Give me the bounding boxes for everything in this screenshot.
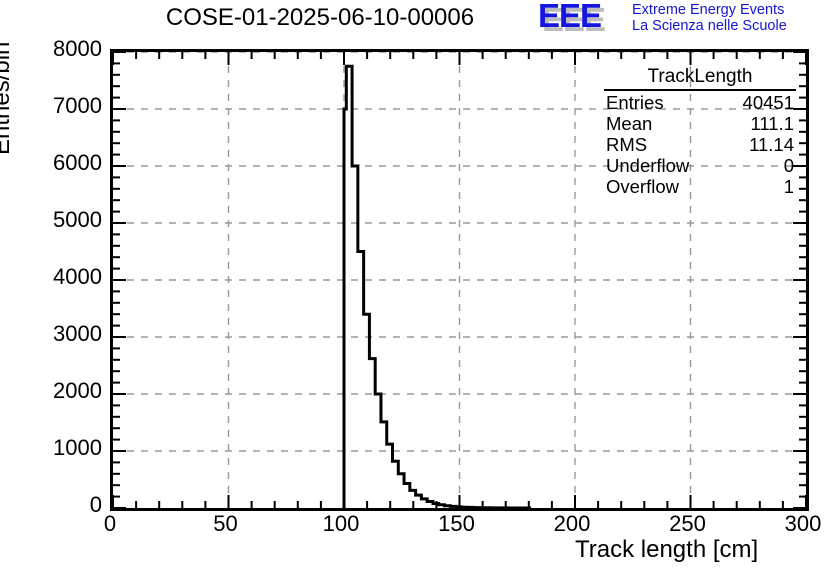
stats-row: Entries 40451 (604, 92, 796, 113)
stats-row-value: 11.14 (749, 134, 794, 155)
axis-ticks (113, 52, 806, 508)
stats-box-title: TrackLength (604, 66, 796, 91)
eee-logo: EEE EEE Extreme Energy Events La Scienza… (538, 0, 787, 38)
histogram-svg (113, 52, 806, 508)
y-tick-label: 5000 (53, 207, 102, 232)
page-title: COSE-01-2025-06-10-00006 (165, 4, 475, 31)
x-tick-label: 250 (669, 511, 706, 536)
y-tick-label: 3000 (53, 321, 102, 346)
x-tick-label: 0 (103, 511, 117, 536)
y-tick-label: 2000 (53, 378, 102, 403)
stats-row-key: Overflow (606, 176, 679, 197)
stats-row: RMS 11.14 (604, 134, 796, 155)
histogram-curve (342, 64, 532, 508)
stats-row-key: Entries (606, 92, 664, 113)
stats-row: Overflow 1 (604, 176, 796, 197)
stats-box-rows: Entries 40451 Mean 111.1 RMS 11.14 Underflow 0 O… (604, 92, 796, 197)
eee-logo-line2: La Scienza nelle Scuole (632, 18, 787, 34)
y-tick-label: 4000 (53, 264, 102, 289)
eee-logo-letters: EEE EEE (538, 0, 626, 38)
stats-row-value: 1 (783, 176, 794, 197)
x-axis-title: Track length [cm] (575, 536, 759, 563)
eee-logo-line1: Extreme Energy Events (632, 2, 785, 18)
stats-row: Mean 111.1 (604, 113, 796, 134)
eee-logo-letters-shadow: EEE (542, 1, 606, 38)
x-tick-label: 50 (213, 511, 238, 536)
stats-row-value: 0 (783, 155, 794, 176)
y-tick-label: 6000 (53, 150, 102, 175)
stats-row: Underflow 0 (604, 155, 796, 176)
y-tick-label: 1000 (53, 435, 102, 460)
x-tick-label: 150 (438, 511, 475, 536)
x-tick-label: 300 (784, 511, 822, 536)
y-tick-label: 0 (89, 492, 102, 517)
stats-row-key: Mean (606, 113, 653, 134)
stats-row-value: 111.1 (750, 113, 794, 134)
stats-row-key: RMS (606, 134, 648, 155)
eee-logo-letters-front: EEE (538, 0, 602, 34)
y-tick-label: 7000 (53, 93, 102, 118)
stats-row-key: Underflow (606, 155, 690, 176)
histogram-plot-area (110, 49, 809, 511)
eee-logo-text: Extreme Energy Events La Scienza nelle S… (632, 1, 787, 34)
x-tick-label: 100 (322, 511, 360, 536)
x-tick-label: 200 (553, 511, 591, 536)
stats-row-value: 40451 (742, 92, 794, 113)
stats-box: TrackLength Entries 40451 Mean 111.1 RMS 11.1… (604, 66, 796, 197)
y-tick-label: 8000 (53, 36, 102, 61)
